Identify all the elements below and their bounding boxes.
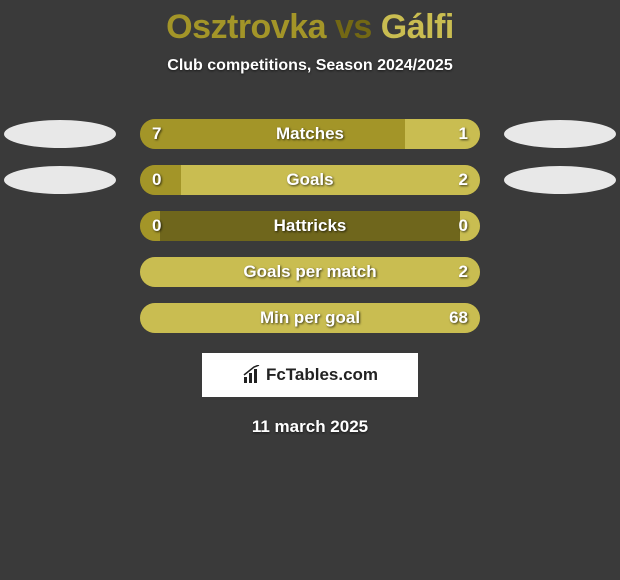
player2-name: Gálfi <box>381 8 454 46</box>
bar-track: 02Goals <box>140 165 480 195</box>
value-right: 68 <box>449 308 468 328</box>
bar-track: 2Goals per match <box>140 257 480 287</box>
bar-right <box>140 257 480 287</box>
bar-left <box>140 119 405 149</box>
value-right: 0 <box>459 216 468 236</box>
comparison-title: Osztrovka vs Gálfi <box>0 0 620 47</box>
stat-row: 68Min per goal <box>0 303 620 333</box>
player2-marker <box>504 120 616 148</box>
value-right: 2 <box>459 170 468 190</box>
stat-row: 2Goals per match <box>0 257 620 287</box>
subtitle: Club competitions, Season 2024/2025 <box>0 57 620 75</box>
bar-track: 71Matches <box>140 119 480 149</box>
stat-label: Hattricks <box>140 216 480 236</box>
player1-marker <box>4 120 116 148</box>
stat-row: 71Matches <box>0 119 620 149</box>
player1-name: Osztrovka <box>166 8 326 46</box>
player2-marker <box>504 166 616 194</box>
value-left: 7 <box>152 124 161 144</box>
logo: FcTables.com <box>242 365 378 385</box>
comparison-chart: 71Matches02Goals00Hattricks2Goals per ma… <box>0 119 620 333</box>
date: 11 march 2025 <box>0 417 620 437</box>
stat-row: 0 0Hattricks <box>0 211 620 241</box>
bar-track: 0 0Hattricks <box>140 211 480 241</box>
player1-marker <box>4 166 116 194</box>
value-left: 0 <box>152 170 161 190</box>
logo-text: FcTables.com <box>266 365 378 385</box>
bar-chart-icon <box>242 365 262 385</box>
value-right: 1 <box>459 124 468 144</box>
bar-track: 68Min per goal <box>140 303 480 333</box>
value-left: 0 <box>152 216 161 236</box>
value-right: 2 <box>459 262 468 282</box>
bar-right <box>140 303 480 333</box>
stat-row: 02Goals <box>0 165 620 195</box>
vs-text: vs <box>335 8 372 46</box>
logo-box: FcTables.com <box>202 353 418 397</box>
bar-right <box>181 165 480 195</box>
bar-right <box>405 119 480 149</box>
